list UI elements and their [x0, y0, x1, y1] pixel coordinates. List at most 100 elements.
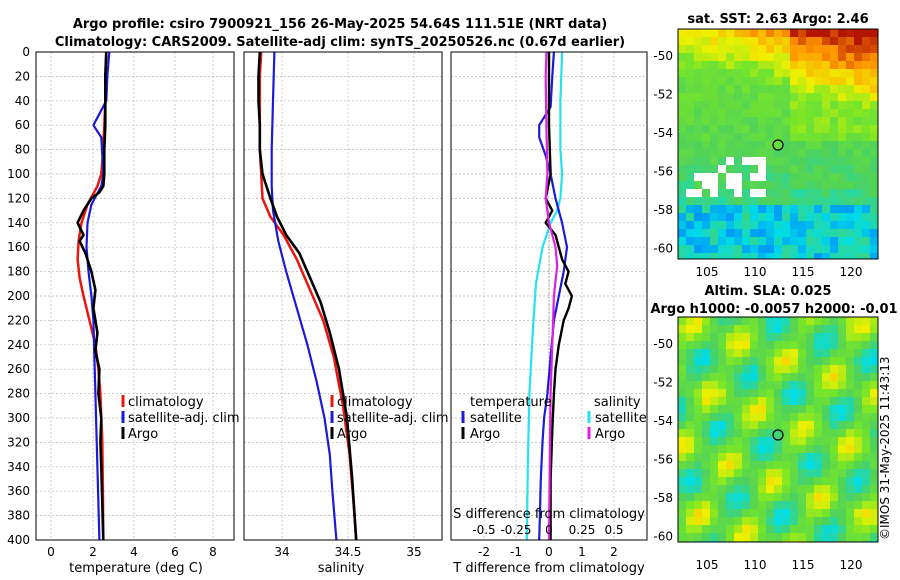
sst-cell — [718, 253, 726, 259]
sla-cell — [758, 365, 766, 373]
sst-cell — [758, 117, 766, 125]
sla-cell — [822, 429, 830, 437]
sst-cell — [782, 85, 790, 93]
sst-cell — [678, 109, 686, 117]
sst-cell — [742, 53, 750, 61]
sst-cell — [838, 29, 846, 37]
sla-cell — [846, 349, 854, 357]
sst-cell — [830, 213, 838, 221]
sla-cell — [774, 493, 782, 501]
sla-cell — [710, 397, 718, 405]
sla-cell — [846, 325, 854, 333]
sst-cell — [734, 173, 742, 181]
sla-cell — [838, 477, 846, 485]
sla-cell — [702, 365, 710, 373]
sst-cell — [774, 213, 782, 221]
sst-cell — [718, 181, 726, 189]
sla-cell — [702, 389, 710, 397]
sst-cell — [726, 29, 734, 37]
sst-cell — [694, 85, 702, 93]
sst-cell — [806, 141, 814, 149]
sst-cell — [726, 237, 734, 245]
sst-cell — [870, 77, 878, 85]
sla-cell — [766, 349, 774, 357]
sst-cell — [822, 61, 830, 69]
sla-cell — [742, 445, 750, 453]
sla-cell — [846, 493, 854, 501]
sla-cell — [862, 325, 870, 333]
sla-cell — [822, 445, 830, 453]
sst-cell — [790, 101, 798, 109]
sst-cell — [862, 93, 870, 101]
sla-cell — [782, 501, 790, 509]
sla-cell — [774, 357, 782, 365]
sst-cell — [822, 157, 830, 165]
sst-cell — [766, 29, 774, 37]
sla-cell — [734, 445, 742, 453]
sst-cell — [742, 109, 750, 117]
sla-cell — [686, 533, 694, 541]
sst-cell — [686, 213, 694, 221]
sla-cell — [758, 421, 766, 429]
sst-cell — [702, 101, 710, 109]
sst-cell — [854, 85, 862, 93]
sst-cell — [822, 149, 830, 157]
sla-cell — [718, 501, 726, 509]
sst-cell — [758, 213, 766, 221]
sst-cell — [822, 229, 830, 237]
sst-cell — [694, 69, 702, 77]
sst-cell — [678, 189, 686, 197]
depth-tick-label: 380 — [7, 509, 30, 523]
sst-cell — [710, 165, 718, 173]
sla-cell — [846, 357, 854, 365]
sst-cell — [710, 181, 718, 189]
sst-cell — [694, 197, 702, 205]
sla-cell — [830, 501, 838, 509]
sla-cell — [782, 421, 790, 429]
sla-cell — [838, 333, 846, 341]
sst-cell — [694, 29, 702, 37]
sla-cell — [790, 533, 798, 541]
sla-cell — [774, 333, 782, 341]
sla-cell — [694, 389, 702, 397]
sla-cell — [702, 485, 710, 493]
sst-cell — [814, 181, 822, 189]
sla-cell — [782, 437, 790, 445]
sla-cell — [702, 509, 710, 517]
sla-cell — [814, 501, 822, 509]
sst-cell — [806, 245, 814, 253]
sst-map — [678, 29, 878, 259]
sla-cell — [838, 509, 846, 517]
sla-cell — [870, 389, 878, 397]
sla-cell — [846, 517, 854, 525]
sla-cell — [822, 381, 830, 389]
sla-cell — [806, 389, 814, 397]
sst-cell — [702, 109, 710, 117]
sst-lat-label: -60 — [653, 242, 673, 256]
sla-cell — [686, 421, 694, 429]
sla-cell — [750, 533, 758, 541]
sst-cell — [854, 173, 862, 181]
sla-cell — [686, 381, 694, 389]
sst-cell — [798, 53, 806, 61]
sla-cell — [806, 437, 814, 445]
sst-cell — [766, 61, 774, 69]
sst-cell — [782, 133, 790, 141]
sla-cell — [814, 349, 822, 357]
sst-cell — [702, 61, 710, 69]
sla-cell — [862, 501, 870, 509]
sst-cell — [798, 85, 806, 93]
sla-cell — [750, 341, 758, 349]
sla-cell — [750, 485, 758, 493]
sst-cell — [742, 133, 750, 141]
sst-cell — [870, 85, 878, 93]
depth-tick-label: 180 — [7, 265, 30, 279]
sst-cell — [846, 29, 854, 37]
sst-cell — [838, 101, 846, 109]
sst-cell — [750, 157, 758, 165]
sst-cell — [806, 253, 814, 259]
sla-cell — [870, 493, 878, 501]
sst-cell — [870, 181, 878, 189]
sla-cell — [718, 469, 726, 477]
sla-cell — [702, 341, 710, 349]
